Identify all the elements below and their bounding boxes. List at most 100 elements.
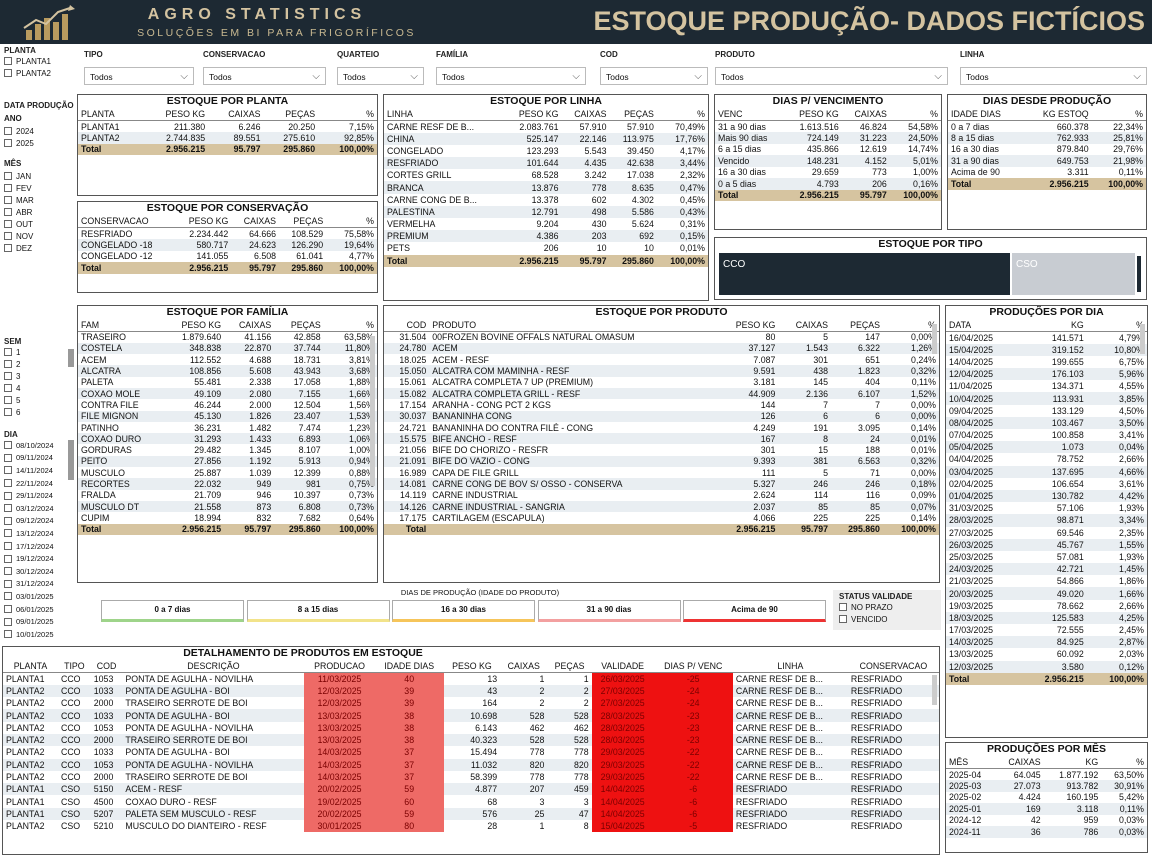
table-row[interactable]: 07/04/2025 100.858 3,41%: [946, 429, 1147, 441]
column-header[interactable]: PESO KG: [443, 660, 501, 673]
filter-dropdown-conservacao[interactable]: Todos ⌵: [203, 67, 326, 85]
table-row[interactable]: 28/03/2025 98.871 3,34%: [946, 514, 1147, 527]
dia-option[interactable]: 03/01/2025: [4, 590, 74, 603]
table-row[interactable]: Mais 90 dias 724.149 31.223 24,50%: [715, 132, 941, 144]
dia-option[interactable]: 13/12/2024: [4, 527, 74, 540]
table-row[interactable]: 16.989 CAPA DE FILE GRILL 111 5 71 0,00%: [384, 467, 939, 478]
checkbox-icon[interactable]: [4, 408, 12, 416]
table-row[interactable]: 2024-12 42 959 0,03%: [946, 815, 1147, 827]
table-row[interactable]: 14/03/2025 84.925 2,87%: [946, 636, 1147, 649]
column-header[interactable]: PRODUCAO: [304, 660, 375, 673]
table-row[interactable]: 15.575 BIFE ANCHO - RESF 167 8 24 0,01%: [384, 433, 939, 445]
table-row[interactable]: 21.091 BIFE DO VAZIO - CONG 9.393 381 6.563 0…: [384, 455, 939, 468]
table-row[interactable]: 31 a 90 dias 1.613.516 46.824 54,58%: [715, 121, 941, 133]
table-row[interactable]: PLANTA1 211.380 6.246 20.250 7,15%: [78, 121, 377, 133]
table-row[interactable]: CUPIM 18.994 832 7.682 0,64%: [78, 512, 377, 523]
checkbox-icon[interactable]: [4, 220, 12, 228]
column-header[interactable]: KG ESTOQ: [1022, 108, 1092, 121]
checkbox-icon[interactable]: [4, 605, 12, 614]
column-header[interactable]: PESO KG: [174, 215, 232, 228]
table-row[interactable]: CARNE RESF DE B... 2.083.761 57.910 57.910 7…: [384, 121, 708, 133]
table-row[interactable]: 17.175 CARTILAGEM (ESCAPULA) 4.066 225 225 0,…: [384, 512, 939, 523]
chevron-down-icon[interactable]: ⌵: [694, 71, 702, 82]
table-row[interactable]: 16 a 30 dias 29.659 773 1,00%: [715, 167, 941, 179]
dia-option[interactable]: 09/11/2024: [4, 452, 74, 465]
table-row[interactable]: ACEM 112.552 4.688 18.731 3,81%: [78, 354, 377, 365]
table-row[interactable]: Vencido 148.231 4.152 5,01%: [715, 155, 941, 167]
checkbox-icon[interactable]: [4, 396, 12, 404]
column-header[interactable]: PEÇAS: [263, 108, 319, 121]
column-header[interactable]: %: [326, 215, 377, 228]
checkbox-icon[interactable]: [4, 348, 12, 356]
column-header[interactable]: LINHA: [732, 660, 848, 673]
table-row[interactable]: 24.780 ACEM 37.127 1.543 6.322 1,26%: [384, 342, 939, 355]
table-row[interactable]: 03/04/2025 137.695 4,66%: [946, 465, 1147, 478]
column-header[interactable]: KG: [1043, 756, 1102, 769]
column-header[interactable]: %: [882, 319, 939, 332]
table-row[interactable]: BRANCA 13.876 778 8.635 0,47%: [384, 181, 708, 194]
dia-option[interactable]: 09/12/2024: [4, 515, 74, 528]
column-header[interactable]: DESCRIÇÃO: [122, 660, 305, 673]
column-header[interactable]: %: [1101, 756, 1147, 769]
tipo-cco-bar[interactable]: CCO: [719, 253, 1010, 295]
column-header[interactable]: CAIXAS: [500, 660, 548, 673]
table-row[interactable]: 13/03/2025 60.092 2,03%: [946, 648, 1147, 660]
table-row[interactable]: 18/03/2025 125.583 4,25%: [946, 611, 1147, 624]
table-row[interactable]: PETS 206 10 10 0,01%: [384, 242, 708, 254]
table-row[interactable]: 19/03/2025 78.662 2,66%: [946, 600, 1147, 612]
column-header[interactable]: CAIXAS: [841, 108, 890, 121]
checkbox-icon[interactable]: [4, 69, 12, 77]
column-header[interactable]: %: [889, 108, 941, 121]
table-row[interactable]: 10/04/2025 113.931 3,85%: [946, 392, 1147, 405]
chevron-down-icon[interactable]: ⌵: [180, 71, 188, 82]
dia-option[interactable]: 19/12/2024: [4, 552, 74, 565]
chevron-down-icon[interactable]: ⌵: [572, 71, 580, 82]
checkbox-icon[interactable]: [4, 630, 12, 639]
table-row[interactable]: TRASEIRO 1.879.640 41.156 42.858 63,58%: [78, 332, 377, 343]
chevron-down-icon[interactable]: ⌵: [934, 71, 942, 82]
column-header[interactable]: LINHA: [384, 108, 505, 121]
table-row[interactable]: 12/03/2025 3.580 0,12%: [946, 660, 1147, 673]
filter-dropdown-tipo[interactable]: Todos ⌵: [84, 67, 194, 85]
planta-option[interactable]: PLANTA1: [4, 55, 74, 67]
checkbox-icon[interactable]: [4, 196, 12, 204]
column-header[interactable]: CAIXAS: [208, 108, 264, 121]
column-header[interactable]: PESO KG: [784, 108, 842, 121]
checkbox-icon[interactable]: [4, 542, 12, 551]
table-row[interactable]: RECORTES 22.032 949 981 0,75%: [78, 478, 377, 490]
sem-scrollbar[interactable]: [68, 349, 74, 367]
column-header[interactable]: %: [656, 108, 708, 121]
checkbox-icon[interactable]: [4, 127, 12, 135]
checkbox-icon[interactable]: [4, 372, 12, 380]
column-header[interactable]: PEÇAS: [274, 319, 324, 332]
column-header[interactable]: MÊS: [946, 756, 995, 769]
dia-option[interactable]: 29/11/2024: [4, 489, 74, 502]
table-row[interactable]: 0 a 5 dias 4.793 206 0,16%: [715, 178, 941, 190]
column-header[interactable]: IDADE DIAS: [374, 660, 444, 673]
table-row[interactable]: RESFRIADO 101.644 4.435 42.638 3,44%: [384, 157, 708, 170]
column-header[interactable]: VALIDADE: [591, 660, 654, 673]
table-row[interactable]: MUSCULO DT 21.558 873 6.808 0,73%: [78, 500, 377, 513]
table-row[interactable]: PALETA 55.481 2.338 17.058 1,88%: [78, 377, 377, 388]
table-row[interactable]: CORTES GRILL 68.528 3.242 17.038 2,32%: [384, 169, 708, 181]
checkbox-icon[interactable]: [4, 516, 12, 525]
table-row[interactable]: MUSCULO 25.887 1.039 12.399 0,88%: [78, 467, 377, 478]
producoes-dia-scrollbar[interactable]: [1140, 324, 1145, 354]
column-header[interactable]: %: [318, 108, 377, 121]
semana-option[interactable]: 2: [4, 358, 74, 370]
table-row[interactable]: FRALDA 21.709 946 10.397 0,73%: [78, 490, 377, 501]
checkbox-icon[interactable]: [4, 504, 12, 513]
column-header[interactable]: CONSERVACAO: [847, 660, 939, 673]
table-row[interactable]: 15.050 ALCATRA COM MAMINHA - RESF 9.591 438…: [384, 365, 939, 377]
table-row[interactable]: 2025-02 4.424 160.195 5,42%: [946, 792, 1147, 804]
table-row[interactable]: PLANTA2 CCO 1053 PONTA DE AGULHA - NOVILHA 1…: [3, 758, 939, 771]
table-row[interactable]: 04/04/2025 78.752 2,66%: [946, 453, 1147, 465]
dia-option[interactable]: 30/12/2024: [4, 565, 74, 578]
column-header[interactable]: PEÇAS: [609, 108, 657, 121]
table-row[interactable]: 09/04/2025 133.129 4,50%: [946, 405, 1147, 417]
column-header[interactable]: PRODUTO: [429, 319, 716, 332]
table-row[interactable]: 24/03/2025 42.721 1,45%: [946, 563, 1147, 576]
mes-option[interactable]: DEZ: [4, 242, 74, 254]
checkbox-icon[interactable]: [4, 184, 12, 192]
column-header[interactable]: CAIXAS: [778, 319, 831, 332]
